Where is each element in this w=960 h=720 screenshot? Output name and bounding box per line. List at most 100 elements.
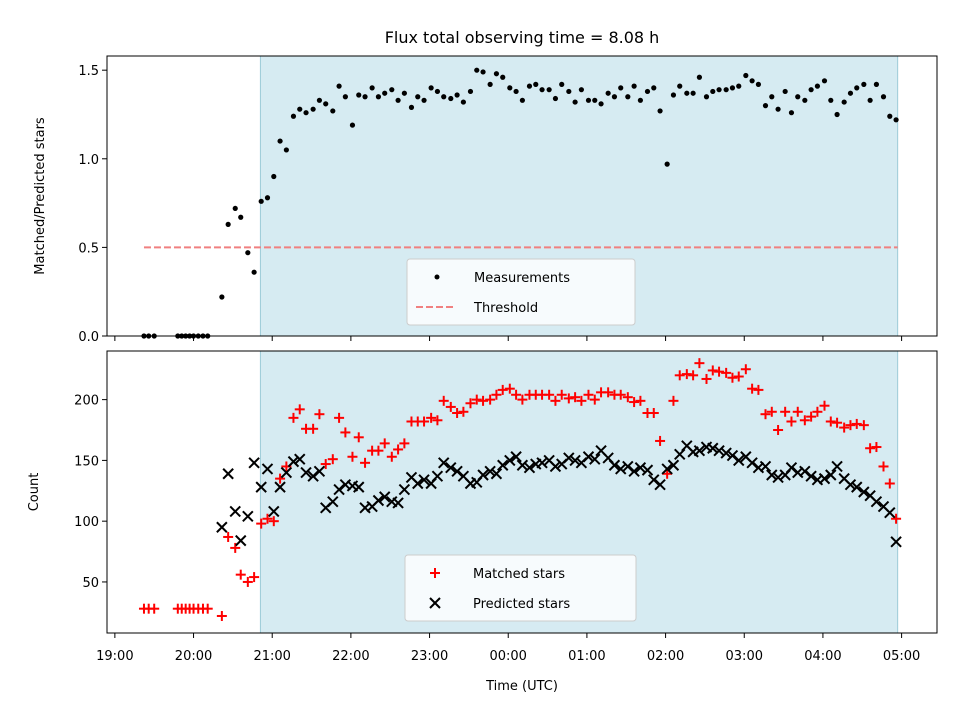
predicted-star-point	[255, 481, 267, 493]
measurement-point	[716, 87, 722, 93]
matched-star-point	[445, 401, 456, 412]
predicted-star-point	[490, 468, 503, 480]
predicted-star-point	[851, 481, 863, 493]
measurement-point	[880, 94, 887, 100]
predicted-star-point	[589, 453, 601, 465]
y-tick-label: 100	[74, 515, 99, 530]
measurement-point	[572, 99, 578, 105]
measurement-point	[225, 221, 231, 227]
measurement-point	[605, 90, 611, 96]
measurement-point	[861, 81, 867, 87]
matched-star-point	[766, 406, 777, 417]
y-axis-label: Matched/Predicted stars	[33, 117, 48, 275]
x-tick-label: 03:00	[726, 649, 763, 664]
matched-star-point	[878, 461, 889, 472]
measurement-point	[592, 97, 598, 103]
matched-star-point	[504, 383, 515, 394]
matched-star-point	[733, 371, 744, 382]
measurement-point	[749, 78, 755, 84]
matched-star-point	[242, 576, 253, 587]
matched-star-point	[485, 394, 496, 405]
axes-frame	[106, 55, 938, 337]
matched-star-point	[648, 407, 659, 418]
measurement-point	[493, 71, 500, 77]
predicted-star-point	[563, 452, 575, 464]
predicted-star-point	[327, 496, 339, 508]
matched-star-point	[379, 438, 390, 449]
measurement-point	[487, 81, 493, 87]
matched-star-point	[399, 438, 410, 449]
measurement-point	[232, 205, 238, 212]
predicted-star-point	[484, 465, 496, 478]
measurement-point	[664, 161, 670, 167]
predicted-star-point	[313, 465, 326, 478]
matched-star-point	[858, 420, 869, 431]
matched-star-point	[275, 473, 286, 484]
matched-star-point	[871, 442, 882, 453]
predicted-star-point	[622, 460, 634, 473]
measurement-point	[775, 106, 781, 112]
measurement-point	[769, 94, 775, 100]
matched-star-point	[615, 389, 626, 400]
matched-star-point	[294, 404, 305, 415]
matched-star-point	[308, 423, 319, 434]
legend: Measurements Threshold	[406, 258, 636, 326]
measurement-point	[684, 90, 690, 96]
measurement-point	[474, 67, 480, 73]
predicted-star-point	[516, 459, 529, 471]
predicted-star-point	[870, 496, 883, 508]
chart-title: Flux total observing time = 8.08 h	[385, 28, 660, 47]
matched-star-point	[792, 406, 803, 417]
matched-star-point	[825, 416, 836, 427]
x-tick-label: 01:00	[568, 649, 605, 664]
measurement-point	[375, 94, 382, 100]
x-tick-label: 00:00	[489, 649, 526, 664]
measurement-point	[854, 85, 860, 91]
matched-star-point	[681, 369, 692, 380]
measurement-point	[356, 92, 362, 98]
measurement-point	[651, 85, 657, 91]
predicted-star-point	[451, 465, 463, 478]
predicted-star-point	[720, 447, 732, 459]
matched-star-point	[458, 406, 469, 417]
measurement-point	[421, 97, 427, 103]
predicted-star-point	[844, 478, 857, 491]
predicted-star-point	[766, 469, 778, 481]
predicted-star-point	[858, 486, 870, 498]
measurement-point	[316, 97, 323, 103]
matched-star-point	[288, 412, 299, 423]
measurement-point	[460, 99, 466, 105]
legend-marker-predicted	[429, 597, 441, 609]
measurement-point	[808, 87, 814, 93]
measurement-point	[625, 94, 631, 100]
matched-star-point	[740, 364, 751, 375]
measurement-point	[802, 97, 808, 103]
measurement-point	[219, 294, 225, 300]
matched-star-point	[426, 412, 437, 423]
measurement-point	[323, 101, 329, 107]
matched-star-point	[340, 427, 351, 438]
x-tick-label: 19:00	[96, 649, 133, 664]
measurement-point	[369, 85, 375, 91]
predicted-star-point	[333, 483, 345, 496]
matched-star-point	[471, 394, 482, 405]
measurement-point	[690, 90, 696, 96]
measurement-point	[546, 87, 552, 93]
predicted-star-point	[510, 451, 522, 463]
measurement-point	[814, 83, 821, 89]
matched-star-point	[216, 610, 227, 621]
predicted-star-point	[628, 465, 640, 478]
measurement-point	[893, 117, 899, 123]
measurement-point	[873, 81, 880, 87]
matched-star-point	[320, 459, 331, 470]
matched-star-point	[360, 457, 371, 468]
matched-star-point	[544, 389, 555, 400]
measurement-point	[677, 83, 683, 89]
predicted-star-point	[733, 454, 745, 467]
matched-star-point	[491, 389, 502, 400]
predicted-star-point	[693, 444, 706, 457]
predicted-star-point	[582, 451, 595, 463]
matched-star-point	[701, 373, 712, 384]
measurement-point	[755, 81, 762, 87]
